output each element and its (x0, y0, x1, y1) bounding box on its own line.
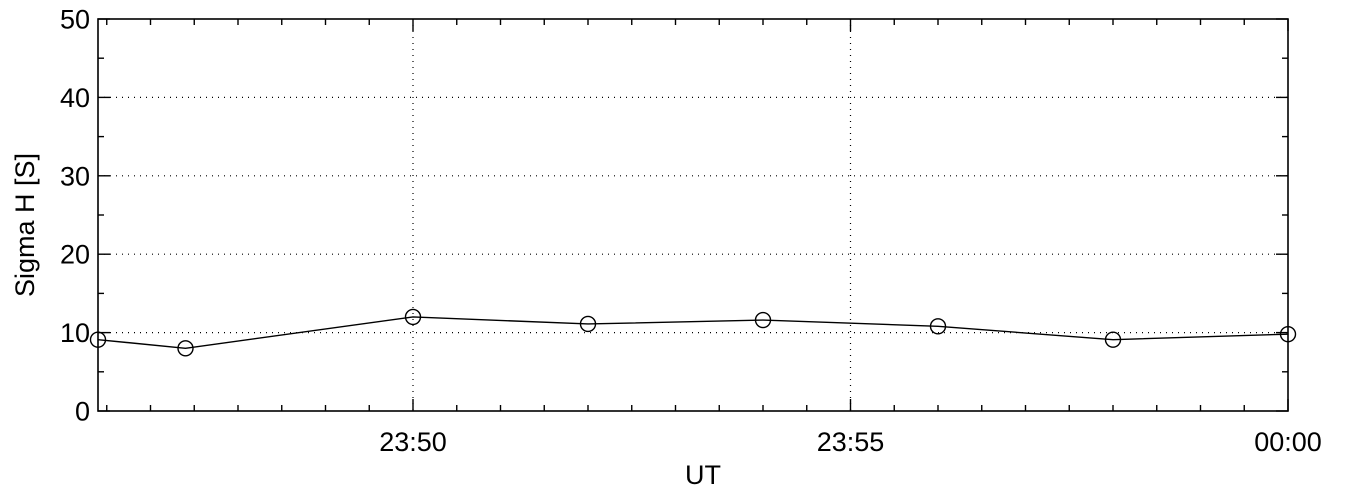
data-point (1104, 331, 1122, 348)
x-tick-label: 23:50 (379, 427, 447, 457)
y-tick-label: 30 (60, 161, 90, 191)
y-tick-label: 20 (60, 240, 90, 270)
y-tick-label: 50 (60, 5, 90, 35)
grid (98, 19, 1288, 411)
data-point (89, 331, 107, 348)
y-tick-label: 0 (75, 397, 90, 427)
y-tick-labels: 0 10 20 30 40 50 (60, 5, 90, 427)
data-point (579, 315, 597, 333)
data-point (754, 311, 772, 329)
data-point (929, 318, 947, 335)
x-tick-label: 00:00 (1254, 427, 1322, 457)
data-point (404, 308, 422, 326)
x-tick-label: 23:55 (817, 427, 885, 457)
axis-ticks (98, 18, 1289, 412)
data-point (1279, 325, 1297, 343)
data-point (177, 340, 194, 357)
series-group (89, 308, 1297, 357)
series-line (97, 316, 1289, 349)
y-axis-title: Sigma H [S] (10, 153, 40, 297)
y-tick-label: 10 (60, 318, 90, 348)
x-axis-title: UT (685, 460, 721, 490)
x-tick-labels: 23:50 23:55 00:00 (379, 427, 1322, 457)
y-tick-label: 40 (60, 83, 90, 113)
plot-frame (97, 18, 1289, 412)
